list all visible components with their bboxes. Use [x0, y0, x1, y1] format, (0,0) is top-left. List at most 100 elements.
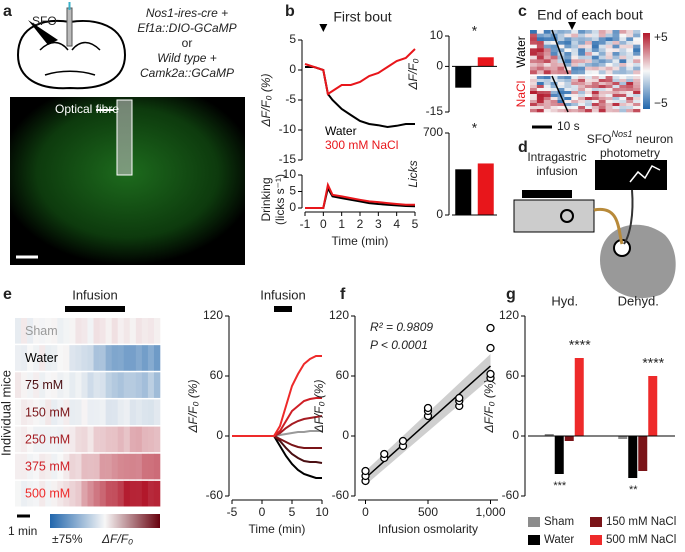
heat-cell	[93, 345, 100, 371]
heat-cell	[578, 37, 586, 42]
heat-cell	[626, 76, 634, 80]
heat-cell	[612, 106, 620, 110]
bar	[455, 66, 472, 88]
heat-cell	[619, 44, 627, 49]
heat-cell	[578, 70, 586, 75]
heat-cell	[530, 48, 538, 53]
heat-cell	[536, 59, 545, 64]
heat-cell	[57, 426, 64, 453]
annotation: First bout	[333, 9, 391, 25]
heat-cell	[99, 453, 106, 480]
heat-cell	[557, 106, 565, 110]
heat-cell	[571, 41, 579, 45]
heat-cell	[69, 318, 76, 344]
heat-cell	[63, 399, 70, 426]
heat-cell	[530, 88, 538, 92]
infusion-bar	[274, 306, 292, 312]
panel-label: a	[3, 3, 12, 20]
heat-cell	[45, 480, 52, 507]
heat-cell	[591, 109, 600, 113]
heat-cell	[564, 76, 572, 80]
heat-cell	[605, 41, 613, 45]
heat-cell	[557, 76, 565, 80]
heat-cell	[557, 59, 565, 64]
heat-cell	[117, 372, 125, 398]
heat-cell	[557, 55, 565, 60]
heat-cell	[605, 30, 613, 34]
bout-marker	[319, 24, 328, 32]
heat-cell	[99, 345, 106, 371]
heat-cell	[626, 37, 634, 42]
heat-cell	[530, 52, 538, 56]
heat-cell	[536, 48, 545, 53]
heat-cell	[99, 372, 106, 398]
genotype-label: Nos1-ires-cre +	[146, 6, 228, 20]
heat-cell	[557, 82, 565, 86]
heat-cell	[536, 85, 545, 89]
heat-cell	[585, 82, 593, 86]
row-label: 250 mM	[25, 432, 70, 446]
heat-cell	[75, 345, 82, 371]
heat-cell	[87, 426, 94, 453]
heat-cell	[578, 41, 586, 45]
heat-cell	[93, 453, 100, 480]
heat-cell	[591, 94, 600, 98]
y-tick-label: 0	[289, 62, 296, 76]
heat-cell	[578, 52, 586, 56]
heat-cell	[543, 63, 551, 67]
heat-cell	[543, 59, 551, 64]
heat-cell	[536, 91, 545, 95]
heat-cell	[81, 453, 88, 480]
heat-cell	[147, 453, 155, 480]
heat-cell	[536, 66, 545, 71]
heat-cell	[536, 44, 545, 49]
region-label: SFO	[32, 14, 57, 28]
heat-cell	[33, 480, 40, 507]
heat-cell	[598, 97, 606, 101]
heat-cell	[619, 33, 627, 38]
heat-cell	[612, 59, 620, 64]
heat-cell	[69, 399, 76, 426]
y-axis-label: Licks	[406, 160, 420, 187]
heat-cell	[633, 76, 641, 80]
heat-cell	[15, 399, 22, 426]
heat-cell	[543, 109, 551, 113]
heat-cell	[87, 345, 94, 371]
heat-cell	[612, 91, 620, 95]
heat-cell	[550, 76, 558, 80]
heat-cell	[536, 52, 545, 56]
heat-cell	[633, 88, 641, 92]
heat-cell	[612, 70, 620, 75]
y-tick-label: 120	[499, 308, 519, 322]
bar	[648, 376, 658, 436]
heat-cell	[45, 399, 52, 426]
heat-cell	[591, 79, 600, 83]
photometry-label: SFONos1 neuron	[587, 129, 673, 146]
heat-cell	[633, 97, 641, 101]
y-tick-label: -15	[426, 104, 444, 118]
heat-cell	[605, 82, 613, 86]
heat-cell	[591, 91, 600, 95]
heat-cell	[578, 63, 586, 67]
y-tick-label: -15	[279, 152, 297, 166]
heat-cell	[578, 109, 586, 113]
heat-cell	[578, 100, 586, 104]
row-label: 150 mM	[25, 405, 70, 419]
y-tick-label: -60	[206, 488, 224, 502]
heat-cell	[619, 52, 627, 56]
heat-cell	[530, 76, 538, 80]
heat-cell	[536, 79, 545, 83]
heat-cell	[27, 318, 34, 344]
heat-cell	[633, 59, 641, 64]
heat-cell	[15, 426, 22, 453]
heat-cell	[147, 480, 155, 507]
heat-cell	[87, 399, 94, 426]
heat-cell	[598, 63, 606, 67]
heat-cell	[557, 33, 565, 38]
heat-cell	[564, 30, 572, 34]
heat-cell	[591, 63, 600, 67]
heat-cell	[153, 480, 161, 507]
heat-cell	[543, 30, 551, 34]
annotation: *	[472, 23, 478, 39]
heat-cell	[578, 88, 586, 92]
